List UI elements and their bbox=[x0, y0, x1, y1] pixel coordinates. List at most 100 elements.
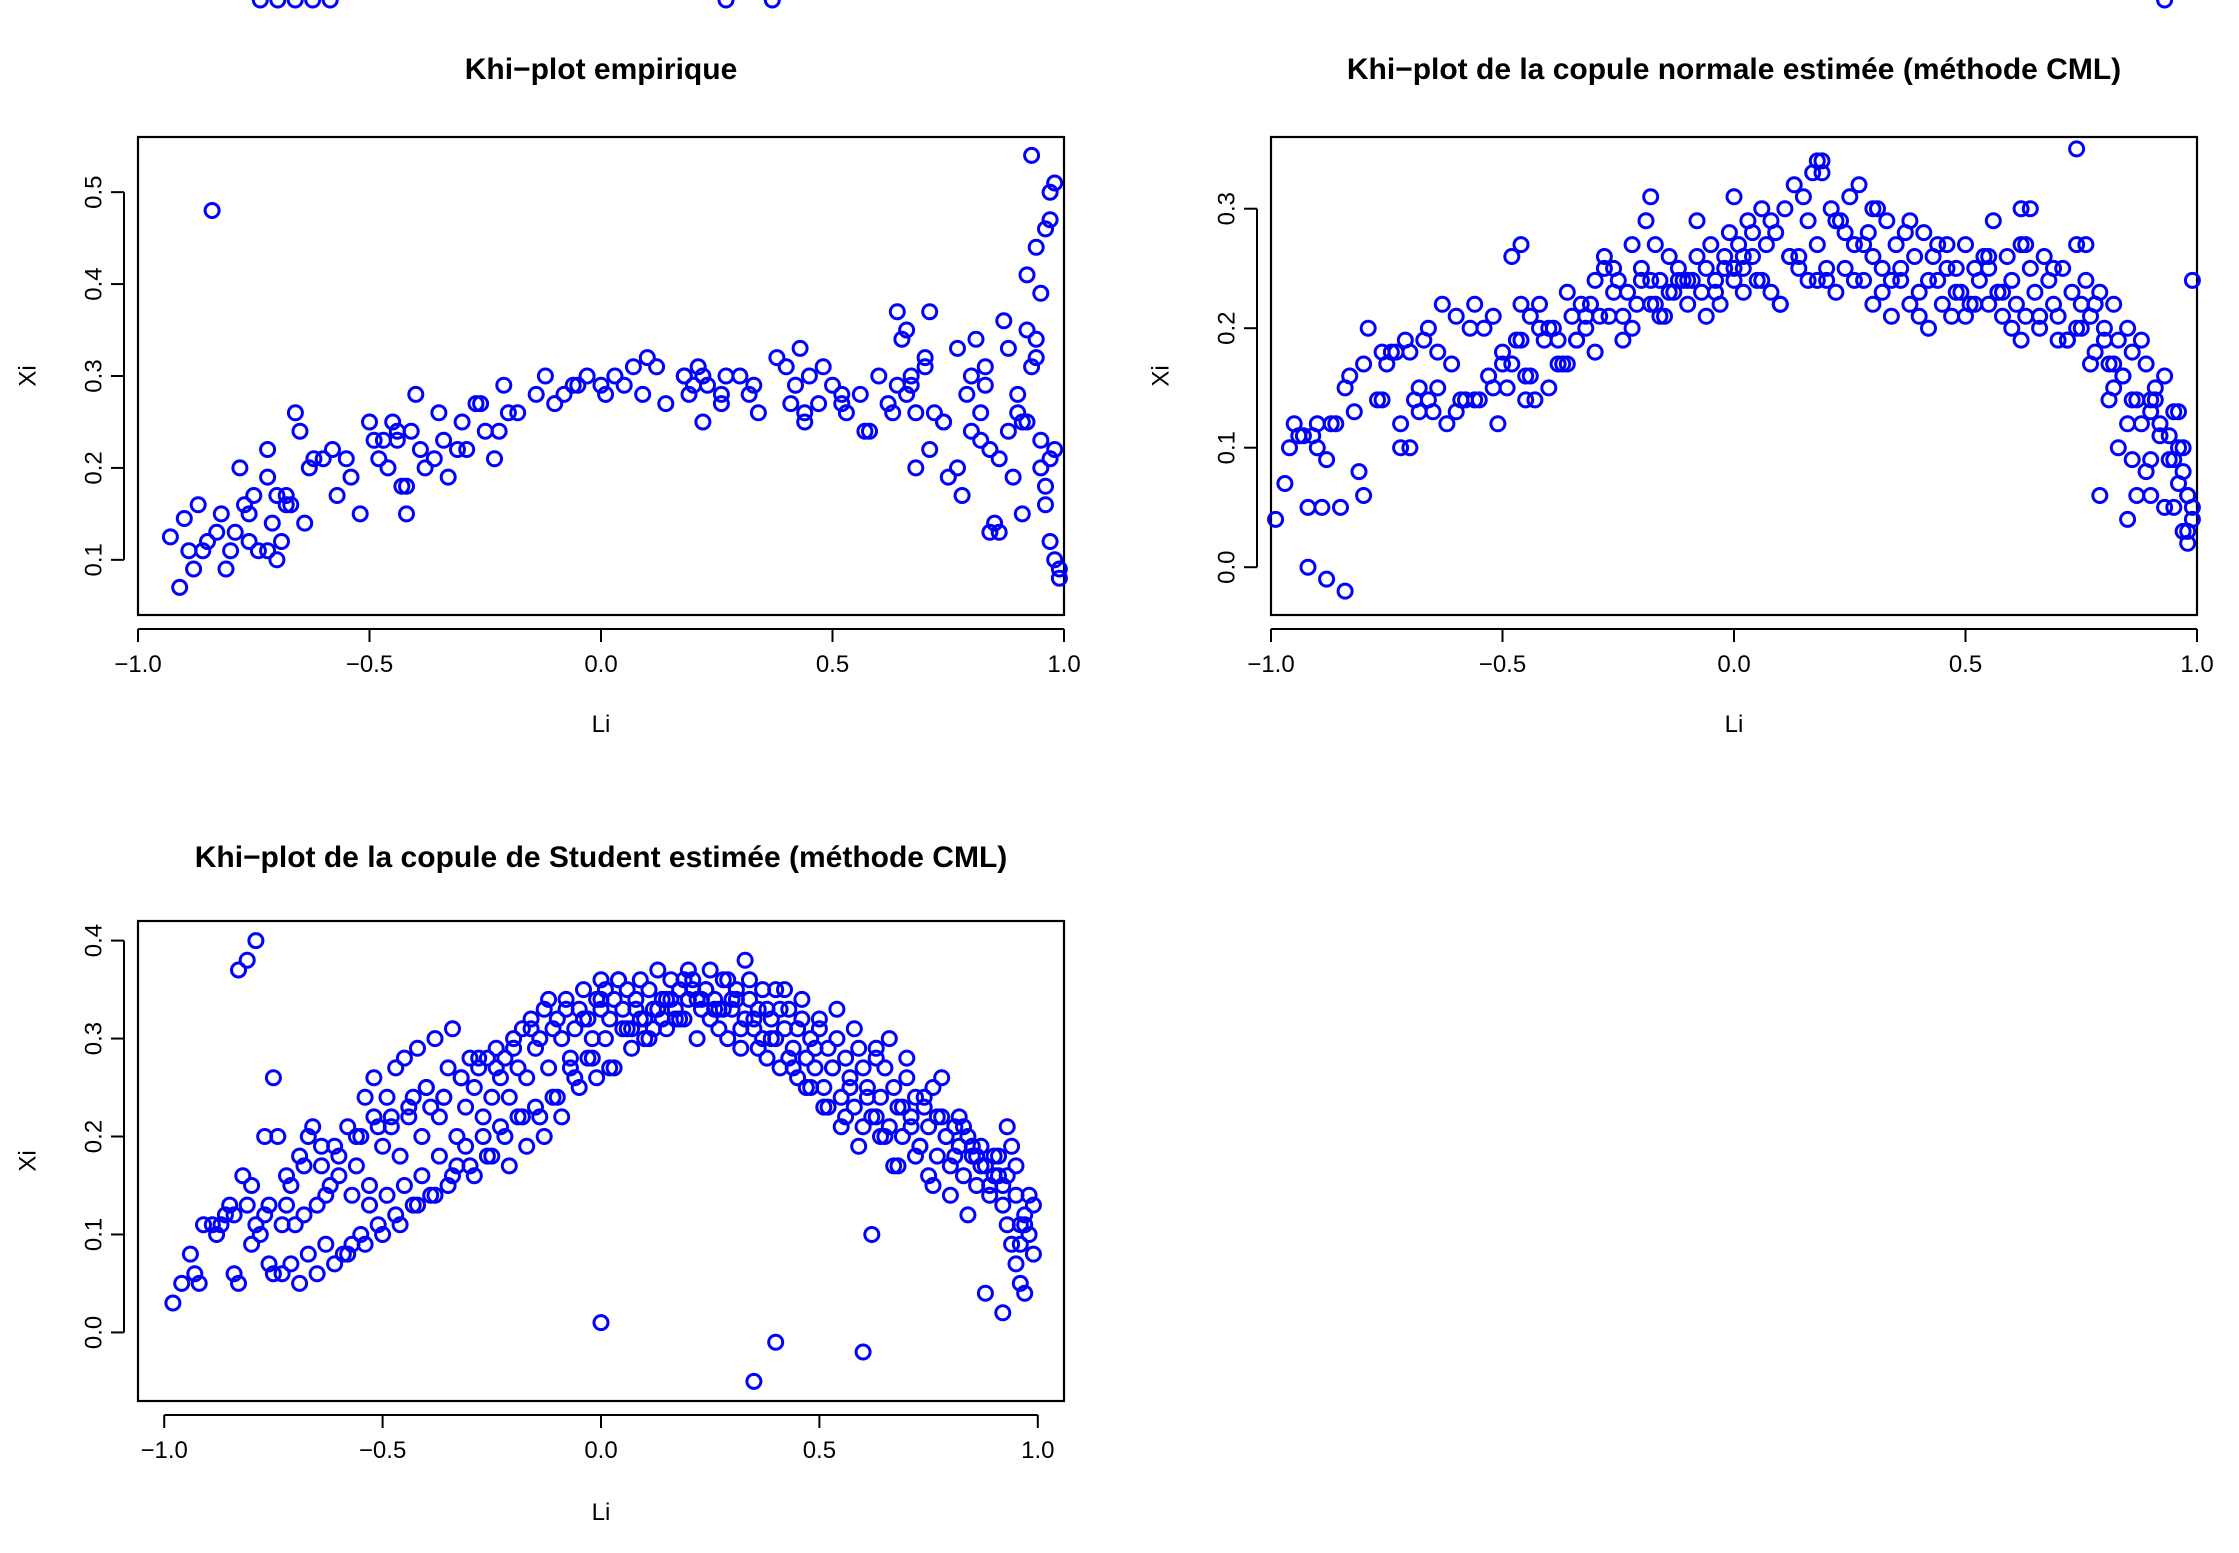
data-point bbox=[797, 1079, 815, 1096]
data-point bbox=[719, 1030, 737, 1048]
data-point bbox=[1892, 271, 1910, 289]
data-point bbox=[784, 1039, 802, 1057]
data-point bbox=[955, 1118, 972, 1136]
data-point bbox=[487, 1059, 505, 1077]
data-point bbox=[395, 1049, 413, 1067]
data-point bbox=[422, 1098, 440, 1116]
data-point bbox=[470, 1049, 488, 1067]
data-point bbox=[884, 404, 902, 422]
data-point bbox=[1027, 349, 1045, 367]
plot-frame bbox=[136, 135, 1066, 617]
data-point bbox=[699, 376, 716, 394]
data-point bbox=[837, 404, 855, 422]
data-point bbox=[365, 431, 383, 449]
data-point bbox=[430, 1147, 448, 1165]
data-point bbox=[291, 1147, 309, 1165]
data-point bbox=[789, 1069, 807, 1087]
data-point bbox=[1466, 391, 1484, 409]
data-point bbox=[251, 1226, 269, 1243]
data-point bbox=[495, 376, 513, 394]
y-tick-label: 0.3 bbox=[81, 1022, 108, 1055]
data-point bbox=[768, 349, 786, 367]
y-tick-label: 0.2 bbox=[81, 451, 108, 484]
data-point bbox=[1929, 236, 1947, 254]
data-point bbox=[1577, 319, 1595, 337]
data-point bbox=[2068, 140, 2086, 158]
data-point bbox=[985, 1167, 1003, 1185]
chart-title: Khi−plot de la copule de Student estimée… bbox=[195, 841, 1008, 874]
data-point bbox=[222, 542, 240, 560]
data-point bbox=[347, 1157, 365, 1175]
x-tick-label: −1.0 bbox=[141, 1437, 188, 1464]
data-point bbox=[374, 1137, 392, 1155]
data-point bbox=[1744, 224, 1761, 242]
data-point bbox=[216, 1206, 234, 1224]
data-point bbox=[1790, 248, 1808, 265]
data-point bbox=[304, 1118, 322, 1136]
data-point bbox=[566, 1069, 584, 1087]
y-axis-label: Xi bbox=[15, 365, 42, 386]
data-point bbox=[1011, 1216, 1029, 1234]
data-point bbox=[1332, 498, 1349, 516]
data-point bbox=[2049, 331, 2067, 349]
data-point bbox=[1355, 355, 1373, 373]
data-point bbox=[876, 1128, 894, 1145]
data-point bbox=[400, 1098, 418, 1116]
data-point bbox=[1007, 1157, 1025, 1175]
data-point bbox=[365, 1108, 383, 1126]
data-point bbox=[920, 1167, 938, 1185]
data-point bbox=[268, 487, 286, 504]
data-point bbox=[833, 395, 851, 413]
plot-frame bbox=[136, 919, 1066, 1403]
data-point bbox=[644, 1020, 662, 1038]
data-point bbox=[675, 971, 693, 989]
data-point bbox=[1401, 343, 1419, 361]
data-point bbox=[343, 1186, 361, 1204]
data-point bbox=[824, 376, 841, 394]
data-point bbox=[411, 441, 429, 458]
data-point bbox=[1808, 271, 1826, 289]
data-point bbox=[195, 1216, 212, 1234]
data-point bbox=[854, 1059, 872, 1077]
data-point bbox=[1401, 439, 1419, 457]
y-tick-label: 0.1 bbox=[81, 543, 108, 576]
y-tick-label: 0.4 bbox=[81, 924, 108, 957]
chart-title: Khi−plot de la copule normale estimée (m… bbox=[1347, 53, 2121, 86]
data-point bbox=[1799, 212, 1817, 230]
data-point bbox=[1512, 236, 1530, 254]
data-point bbox=[1032, 431, 1050, 449]
data-point bbox=[1037, 220, 1054, 238]
data-point bbox=[1586, 271, 1604, 289]
data-point bbox=[1419, 391, 1437, 409]
data-point bbox=[391, 1147, 409, 1165]
data-point bbox=[1910, 307, 1928, 325]
scatter-points bbox=[161, 0, 1068, 596]
data-point bbox=[356, 1235, 374, 1253]
data-point bbox=[841, 1069, 859, 1087]
data-point bbox=[1503, 355, 1521, 373]
data-point bbox=[1461, 319, 1479, 337]
data-point bbox=[689, 358, 707, 376]
data-point bbox=[1901, 212, 1919, 230]
data-point bbox=[941, 1157, 959, 1175]
data-point bbox=[1484, 379, 1502, 397]
data-point bbox=[407, 385, 425, 403]
data-point bbox=[2156, 367, 2174, 385]
data-point bbox=[337, 450, 355, 468]
data-point bbox=[935, 413, 953, 431]
data-point bbox=[181, 1245, 199, 1263]
data-point bbox=[618, 1020, 636, 1038]
y-tick-label: 0.2 bbox=[1214, 312, 1241, 345]
data-point bbox=[1521, 367, 1539, 385]
data-point bbox=[347, 1128, 365, 1145]
data-point bbox=[273, 533, 290, 550]
data-point bbox=[758, 1049, 776, 1067]
data-point bbox=[1433, 295, 1451, 313]
data-point bbox=[1679, 295, 1697, 313]
x-axis-label: Li bbox=[592, 1499, 611, 1526]
data-point bbox=[2012, 331, 2030, 349]
data-point bbox=[2017, 307, 2035, 325]
data-point bbox=[994, 1177, 1012, 1194]
data-point bbox=[2123, 391, 2141, 409]
data-point bbox=[1850, 176, 1868, 194]
